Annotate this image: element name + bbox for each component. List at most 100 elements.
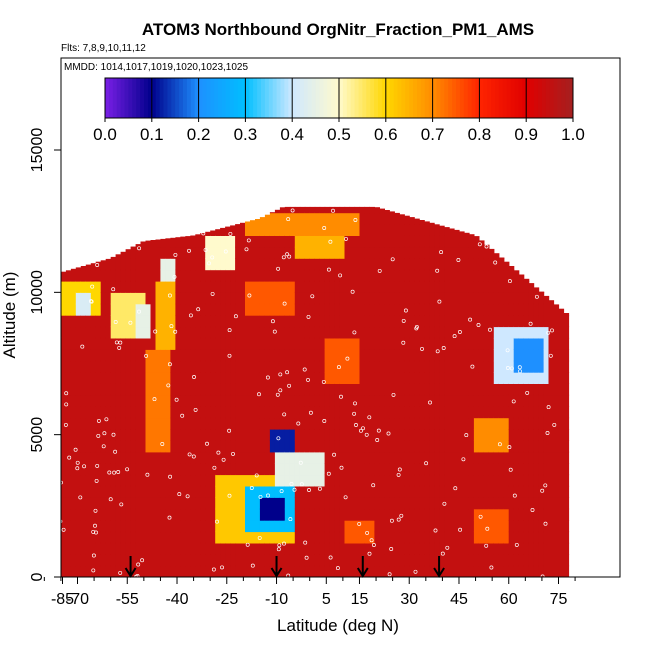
- sample-point: [233, 314, 238, 319]
- heatmap-cell: [190, 417, 196, 430]
- heatmap-cell: [563, 383, 570, 396]
- heatmap-cell: [309, 212, 316, 225]
- heatmap-cell: [324, 394, 331, 407]
- heatmap-cell: [523, 485, 530, 498]
- heatmap-cell: [299, 235, 306, 248]
- heatmap-cell: [478, 303, 485, 316]
- heatmap-cell: [140, 360, 147, 373]
- heatmap-cell: [130, 520, 137, 533]
- heatmap-cell: [150, 474, 157, 487]
- heatmap-cell: [454, 383, 460, 396]
- heatmap-cell: [563, 508, 570, 521]
- heatmap-cell: [389, 372, 395, 384]
- heatmap-cell: [155, 258, 162, 271]
- heatmap-cell: [225, 226, 231, 236]
- sample-point: [357, 521, 362, 526]
- heatmap-cell: [488, 508, 495, 521]
- heatmap-cell: [195, 337, 201, 350]
- heatmap-cell: [61, 520, 67, 533]
- heatmap-cell: [314, 520, 321, 533]
- heatmap-cell: [364, 337, 370, 350]
- heatmap-cell: [85, 440, 92, 453]
- heatmap-cell: [80, 383, 87, 396]
- heatmap-cell: [523, 497, 530, 510]
- sample-point: [111, 287, 116, 292]
- colorbar-swatch: [413, 78, 418, 118]
- heatmap-cell: [369, 565, 375, 577]
- heatmap-cell: [170, 474, 176, 487]
- heatmap-cell: [105, 554, 112, 567]
- arrow-head: [124, 567, 137, 578]
- heatmap-cell: [304, 463, 311, 476]
- heatmap-cell: [155, 554, 162, 567]
- heatmap-cell: [394, 212, 400, 225]
- heatmap-cell: [384, 394, 390, 407]
- heatmap-cell: [523, 406, 530, 419]
- heatmap-cell: [314, 235, 321, 248]
- heatmap-cell: [414, 440, 420, 453]
- heatmap-cell: [284, 520, 291, 533]
- heatmap-cell: [444, 417, 450, 430]
- heatmap-cell: [80, 440, 87, 453]
- heatmap-cell: [349, 508, 356, 521]
- heatmap-cell: [369, 360, 375, 373]
- heatmap-cell: [508, 417, 515, 430]
- sample-point: [350, 289, 355, 294]
- colorbar-swatch: [510, 78, 515, 118]
- heatmap-cell: [389, 337, 395, 350]
- heatmap-cell: [289, 565, 296, 577]
- heatmap-cell: [120, 406, 127, 419]
- sample-point: [91, 568, 96, 573]
- heatmap-cell: [508, 303, 515, 316]
- heatmap-cell: [498, 303, 505, 316]
- heatmap-cell: [488, 258, 495, 271]
- heatmap-cell: [299, 451, 306, 464]
- sample-point: [396, 517, 401, 522]
- heatmap-cell: [120, 326, 127, 339]
- colorbar-swatch: [198, 78, 203, 118]
- heatmap-cell: [210, 235, 216, 248]
- heatmap-cell: [205, 554, 211, 567]
- sample-point: [88, 299, 93, 304]
- heatmap-cell: [185, 429, 191, 441]
- heatmap-cell: [538, 463, 545, 476]
- sample-point: [244, 247, 249, 252]
- heatmap-cell: [75, 417, 82, 430]
- heatmap-cell: [135, 451, 142, 464]
- heatmap-cell: [180, 565, 186, 577]
- heatmap-cell: [130, 474, 137, 487]
- heatmap-cell: [309, 463, 316, 476]
- heatmap-cell: [329, 280, 336, 293]
- heatmap-cell: [543, 303, 550, 316]
- heatmap-cell: [65, 531, 72, 544]
- heatmap-cell: [100, 451, 107, 464]
- heatmap-cell: [429, 360, 435, 373]
- heatmap-cell: [100, 520, 107, 533]
- heatmap-cell: [409, 372, 415, 384]
- heatmap-cell: [175, 463, 181, 476]
- heatmap-cell: [130, 406, 137, 419]
- heatmap-cell: [374, 212, 380, 225]
- heatmap-cell: [389, 394, 395, 407]
- heatmap-cell: [394, 383, 400, 396]
- heatmap-cell: [384, 360, 390, 373]
- heatmap-cell: [314, 292, 321, 305]
- heatmap-cell: [240, 292, 246, 305]
- heatmap-cell: [558, 315, 565, 328]
- heatmap-cell: [409, 292, 415, 305]
- heatmap-cell: [538, 303, 545, 316]
- heatmap-cell: [245, 315, 251, 328]
- heatmap-cell: [304, 497, 311, 510]
- heatmap-cell: [259, 235, 266, 248]
- heatmap-cell: [459, 485, 465, 498]
- y-tick-label: 5000: [29, 417, 46, 453]
- heatmap-cell: [369, 508, 375, 521]
- heatmap-cell: [255, 565, 261, 577]
- heatmap-cell: [155, 531, 162, 544]
- heatmap-cell: [160, 417, 166, 430]
- sample-point: [534, 294, 539, 299]
- heatmap-cell: [538, 326, 545, 339]
- heatmap-cell: [528, 485, 535, 498]
- heatmap-cell: [100, 394, 107, 407]
- heatmap-cell: [444, 303, 450, 316]
